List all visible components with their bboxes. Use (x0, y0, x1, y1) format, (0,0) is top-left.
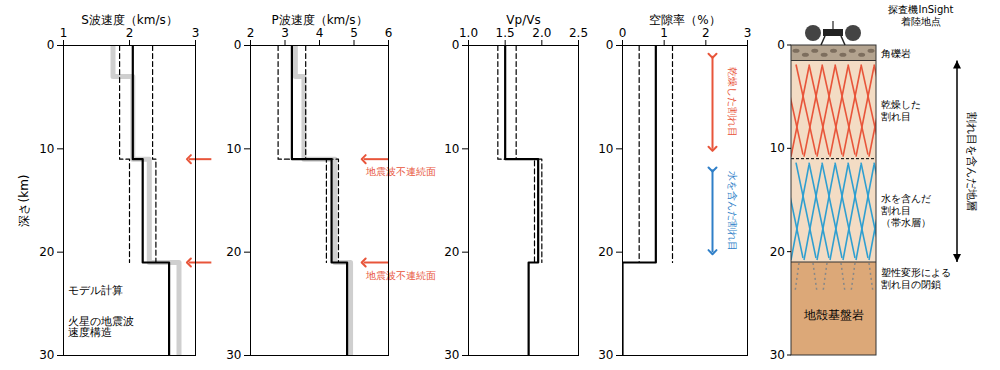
svg-text:0: 0 (619, 26, 627, 40)
svg-text:3: 3 (192, 26, 200, 40)
svg-text:0: 0 (452, 38, 460, 52)
svg-text:乾燥した割れ目: 乾燥した割れ目 (727, 67, 738, 137)
svg-text:2.0: 2.0 (532, 26, 551, 40)
svg-text:0: 0 (234, 38, 242, 52)
svg-text:水を含んだ割れ目（帯水層）: 水を含んだ割れ目（帯水層） (881, 193, 931, 228)
svg-text:0: 0 (606, 38, 614, 52)
svg-text:0: 0 (47, 38, 55, 52)
svg-text:3: 3 (744, 26, 752, 40)
svg-text:30: 30 (226, 348, 241, 362)
svg-text:2.5: 2.5 (569, 26, 588, 40)
svg-text:30: 30 (598, 348, 613, 362)
svg-text:地震波不連続面: 地震波不連続面 (365, 270, 436, 281)
svg-text:空隙率（%）: 空隙率（%） (649, 13, 720, 27)
svg-text:モデル計算: モデル計算 (68, 284, 123, 297)
svg-text:地殻基盤岩: 地殻基盤岩 (803, 308, 864, 322)
svg-text:1: 1 (660, 26, 668, 40)
svg-text:深さ(km): 深さ(km) (17, 174, 31, 226)
svg-text:20: 20 (598, 245, 613, 259)
svg-text:10: 10 (39, 142, 54, 156)
svg-text:2: 2 (126, 26, 134, 40)
svg-text:0: 0 (777, 38, 785, 52)
svg-text:4: 4 (316, 26, 324, 40)
svg-text:30: 30 (39, 348, 54, 362)
svg-text:塑性変形による割れ目の閉鎖: 塑性変形による割れ目の閉鎖 (881, 267, 951, 290)
svg-text:Vp/Vs: Vp/Vs (506, 13, 540, 27)
svg-text:20: 20 (444, 245, 459, 259)
svg-text:P波速度（km/s）: P波速度（km/s） (271, 13, 367, 27)
svg-text:1.0: 1.0 (459, 26, 478, 40)
svg-text:30: 30 (444, 348, 459, 362)
svg-text:20: 20 (226, 245, 241, 259)
svg-text:1.5: 1.5 (496, 26, 515, 40)
svg-text:10: 10 (226, 142, 241, 156)
svg-text:30: 30 (770, 348, 785, 362)
svg-text:3: 3 (281, 26, 289, 40)
svg-text:割れ目を含んだ地層: 割れ目を含んだ地層 (965, 112, 978, 211)
svg-text:6: 6 (385, 26, 393, 40)
svg-text:角礫岩: 角礫岩 (881, 48, 911, 59)
svg-text:乾燥した割れ目: 乾燥した割れ目 (881, 99, 921, 122)
svg-text:火星の地震波速度構造: 火星の地震波速度構造 (68, 315, 134, 339)
svg-text:2: 2 (702, 26, 710, 40)
svg-text:探査機InSight着陸地点: 探査機InSight着陸地点 (888, 4, 953, 27)
svg-text:20: 20 (770, 245, 785, 259)
svg-text:10: 10 (444, 142, 459, 156)
svg-text:10: 10 (598, 142, 613, 156)
svg-text:5: 5 (350, 26, 358, 40)
svg-text:20: 20 (39, 245, 54, 259)
svg-text:水を含んだ割れ目: 水を含んだ割れ目 (727, 171, 738, 251)
svg-text:2: 2 (247, 26, 255, 40)
svg-text:地震波不連続面: 地震波不連続面 (365, 166, 436, 177)
svg-text:S波速度（km/s）: S波速度（km/s） (81, 13, 178, 27)
svg-text:10: 10 (770, 141, 785, 155)
svg-text:1: 1 (60, 26, 68, 40)
